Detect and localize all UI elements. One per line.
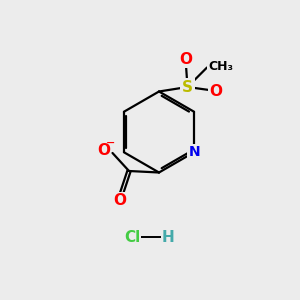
Text: O: O — [98, 142, 111, 158]
Text: S: S — [182, 80, 193, 94]
Text: CH₃: CH₃ — [208, 59, 233, 73]
Text: O: O — [209, 84, 222, 99]
Text: O: O — [179, 52, 193, 67]
Text: H: H — [162, 230, 174, 244]
Text: Cl: Cl — [124, 230, 140, 244]
Text: O: O — [113, 193, 126, 208]
Text: −: − — [106, 137, 116, 148]
Text: N: N — [188, 145, 200, 159]
